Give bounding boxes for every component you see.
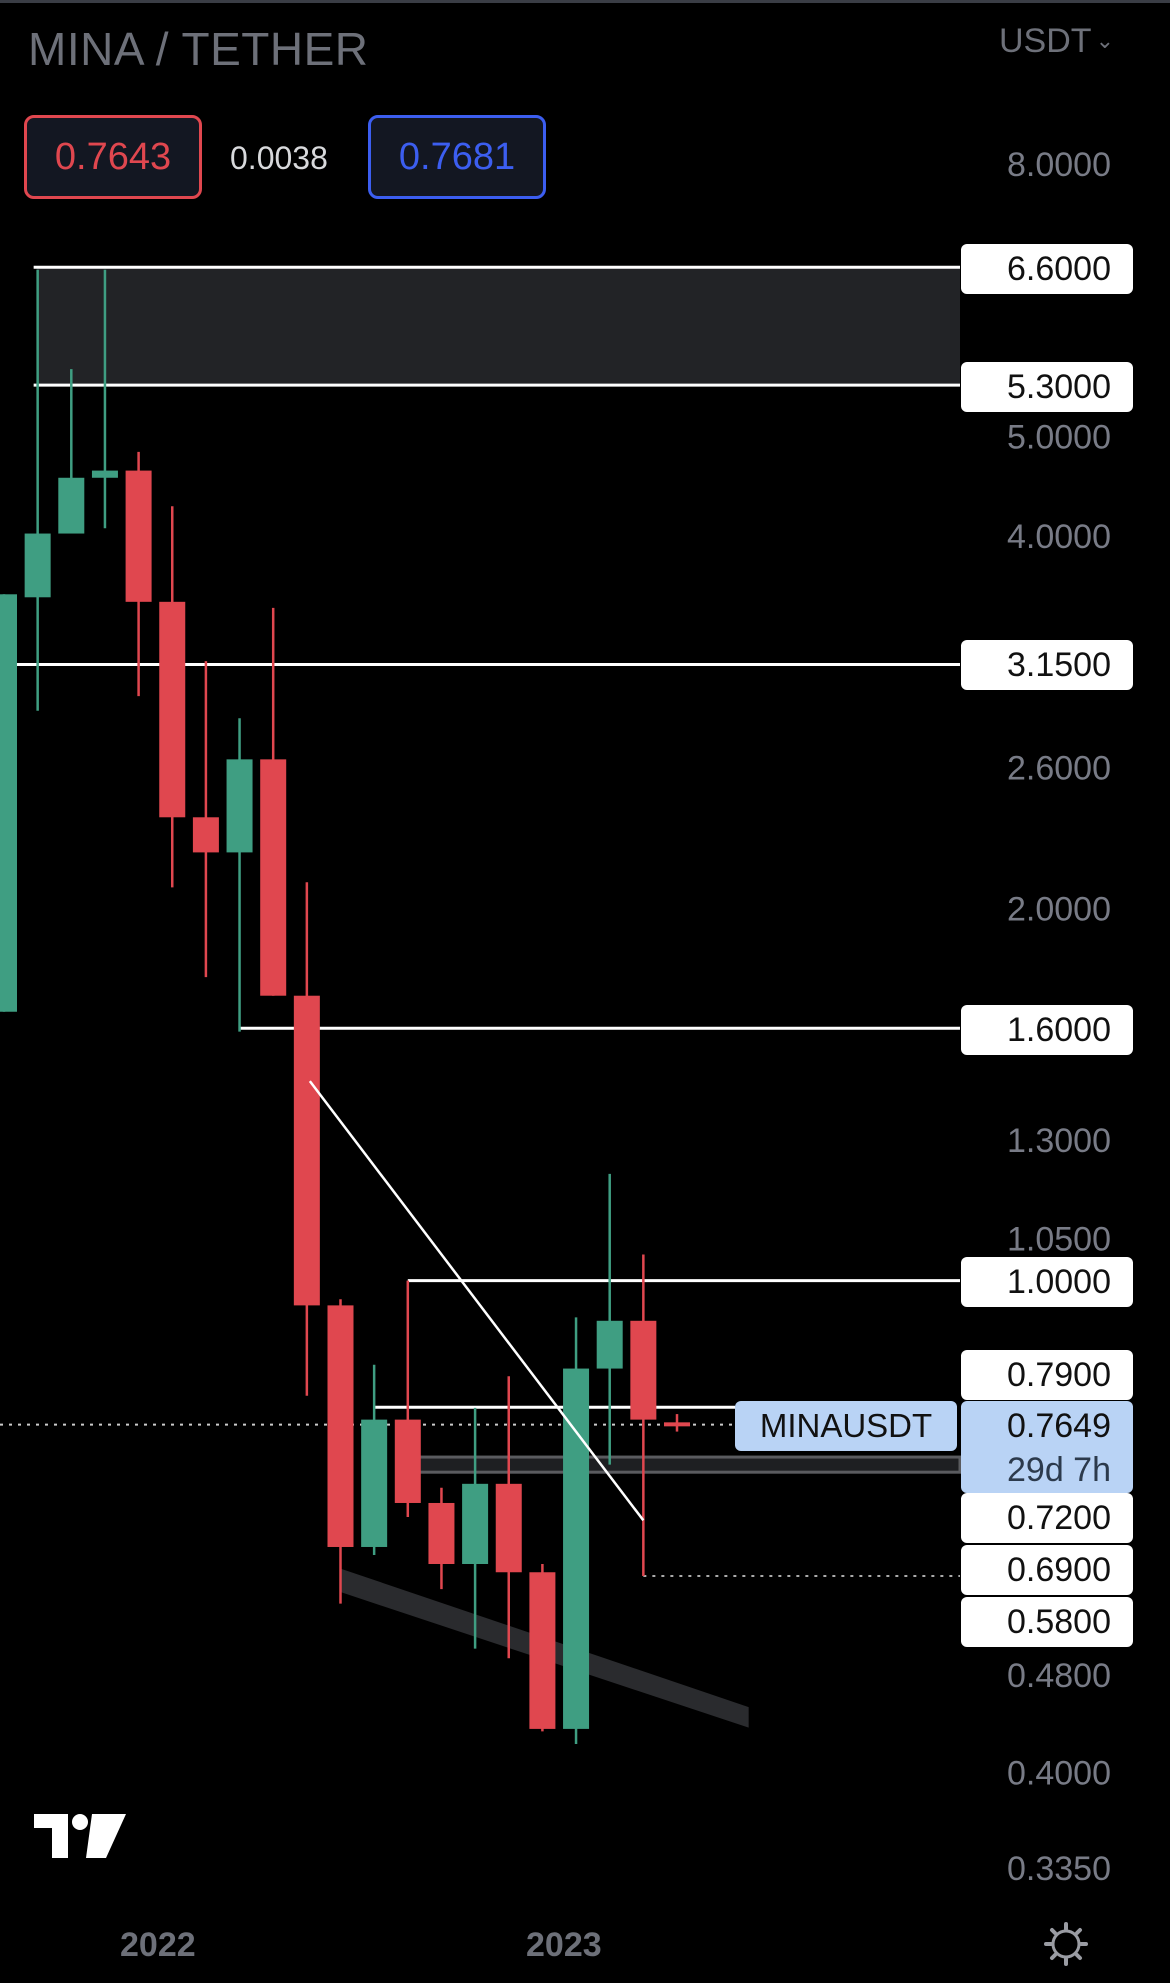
x-label-2023: 2023: [526, 1926, 602, 1964]
y-tick-label: 0.3350: [1007, 1850, 1111, 1888]
y-tick-label: 4.0000: [1007, 518, 1111, 556]
y-tick-label: 0.4800: [1007, 1657, 1111, 1695]
level-price-label: 0.7200: [961, 1493, 1133, 1543]
candle-body: [91, 470, 118, 478]
candle-body: [24, 533, 51, 598]
candle-body: [0, 594, 17, 1012]
level-price-label: 0.5800: [961, 1597, 1133, 1647]
support-zone: [416, 1455, 962, 1474]
y-tick-label: 1.0500: [1007, 1220, 1111, 1258]
current-price: 0.7649: [1007, 1407, 1111, 1445]
y-tick-label: 5.0000: [1007, 418, 1111, 456]
top-border: [0, 0, 1170, 3]
candle-body: [596, 1320, 623, 1369]
candle-body: [361, 1419, 388, 1547]
trendline: [308, 1080, 645, 1522]
buy-button[interactable]: 0.7681: [368, 115, 546, 199]
currency-selector[interactable]: USDT ⌄: [999, 22, 1114, 61]
candle-body: [529, 1572, 556, 1729]
current-price-label: 0.7649 29d 7h: [961, 1401, 1133, 1493]
candle-body: [495, 1483, 522, 1573]
candle-body: [260, 759, 287, 996]
level-price-label: 0.7900: [961, 1350, 1133, 1400]
level-price-label: 5.3000: [961, 362, 1133, 412]
candle-body: [293, 995, 320, 1306]
symbol-title[interactable]: MINA / TETHER: [28, 23, 369, 75]
sell-button[interactable]: 0.7643: [24, 115, 202, 199]
y-tick-label: 2.6000: [1007, 750, 1111, 788]
symbol-price-tag: MINAUSDT: [735, 1401, 957, 1451]
candle-body: [192, 817, 219, 853]
settings-gear-icon[interactable]: [1042, 1920, 1090, 1968]
chevron-down-icon: ⌄: [1095, 28, 1114, 53]
candle-body: [327, 1305, 354, 1547]
candle-countdown: 29d 7h: [1007, 1451, 1111, 1489]
level-price-label: 1.0000: [961, 1257, 1133, 1307]
y-tick-label: 2.0000: [1007, 890, 1111, 928]
candle-body: [428, 1502, 455, 1564]
candle-body: [125, 470, 152, 602]
y-tick-label: 8.0000: [1007, 146, 1111, 184]
tradingview-logo: [34, 1814, 126, 1858]
resistance-zone: [36, 267, 960, 386]
level-price-label: 0.6900: [961, 1545, 1133, 1595]
candle-body: [664, 1422, 690, 1427]
y-tick-label: 1.3000: [1007, 1122, 1111, 1160]
x-label-2022: 2022: [120, 1926, 196, 1964]
candle-body: [394, 1419, 421, 1503]
spread-value: 0.0038: [230, 140, 328, 176]
level-price-label: 1.6000: [961, 1005, 1133, 1055]
y-tick-label: 0.4000: [1007, 1755, 1111, 1793]
level-price-label: 6.6000: [961, 244, 1133, 294]
candle-body: [159, 601, 186, 818]
currency-label: USDT: [999, 22, 1092, 60]
candle-body: [226, 759, 253, 853]
candle-body: [563, 1368, 590, 1729]
level-price-label: 3.1500: [961, 640, 1133, 690]
candle-body: [58, 477, 85, 534]
candle-body: [630, 1320, 657, 1420]
candle-body: [462, 1483, 489, 1564]
